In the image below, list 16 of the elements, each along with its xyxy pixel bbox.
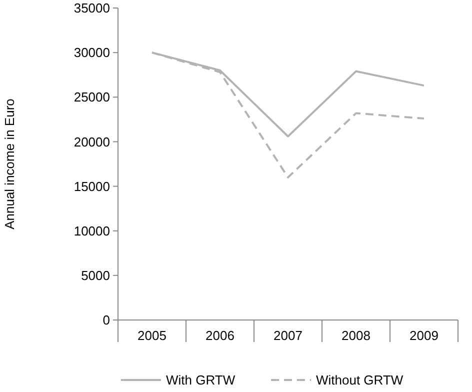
legend-label: Without GRTW: [316, 372, 404, 388]
y-tick-label: 30000: [74, 45, 110, 60]
x-tick-label: 2006: [206, 328, 234, 343]
y-tick-label: 15000: [74, 178, 110, 194]
x-tick-label: 2008: [342, 328, 370, 343]
y-tick-label: 10000: [74, 223, 110, 238]
x-tick-label: 2007: [274, 328, 302, 343]
y-tick-label: 20000: [74, 134, 110, 150]
y-tick-label: 5000: [81, 268, 110, 283]
legend-label: With GRTW: [166, 372, 236, 388]
y-axis-title: Annual income in Euro: [2, 98, 17, 230]
y-tick-label: 25000: [74, 90, 110, 105]
y-tick-label: 35000: [74, 0, 110, 16]
x-tick-label: 2009: [410, 328, 438, 343]
x-tick-label: 2005: [138, 328, 166, 343]
y-tick-label: 0: [102, 312, 110, 328]
